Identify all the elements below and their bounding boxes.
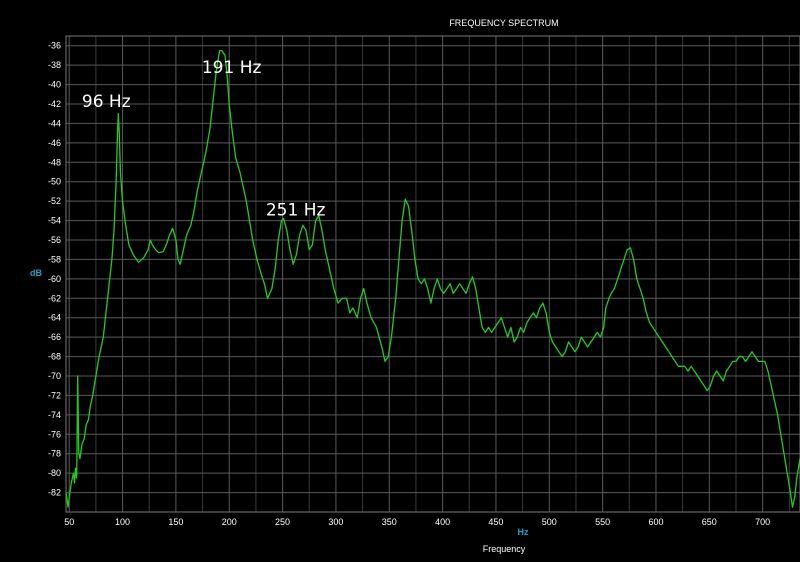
y-tick-label: -82 xyxy=(48,488,61,498)
x-tick-label: 150 xyxy=(168,517,183,527)
y-tick-label: -70 xyxy=(48,371,61,381)
peak-annotations: 96 Hz 191 Hz 251 Hz xyxy=(82,58,326,221)
x-tick-label: 450 xyxy=(488,517,503,527)
y-tick-label: -54 xyxy=(48,216,61,226)
x-axis-unit-label: Hz xyxy=(518,527,529,537)
y-tick-label: -78 xyxy=(48,449,61,459)
x-tick-label: 400 xyxy=(435,517,450,527)
peak-label: 191 Hz xyxy=(202,58,262,78)
y-tick-label: -36 xyxy=(48,41,61,51)
y-tick-label: -76 xyxy=(48,429,61,439)
y-tick-label: -40 xyxy=(48,80,61,90)
x-tick-labels: 50 100 150 200 250 300 350 400 450 500 550 600 650 70… xyxy=(64,517,770,527)
x-tick-label: 50 xyxy=(64,517,74,527)
x-tick-label: 500 xyxy=(542,517,557,527)
y-tick-label: -48 xyxy=(48,157,61,167)
y-tick-label: -44 xyxy=(48,118,61,128)
x-tick-label: 600 xyxy=(648,517,663,527)
y-tick-label: -50 xyxy=(48,177,61,187)
spectrum-series xyxy=(65,49,800,508)
x-tick-label: 650 xyxy=(702,517,717,527)
y-tick-label: -52 xyxy=(48,196,61,206)
x-tick-label: 350 xyxy=(382,517,397,527)
x-tick-label: 100 xyxy=(115,517,130,527)
y-tick-label: -58 xyxy=(48,254,61,264)
y-tick-label: -62 xyxy=(48,293,61,303)
peak-label: 96 Hz xyxy=(82,92,131,112)
x-tick-label: 300 xyxy=(328,517,343,527)
plot-frame xyxy=(65,35,800,513)
y-axis-label: dB xyxy=(30,268,42,278)
y-tick-label: -72 xyxy=(48,390,61,400)
y-tick-labels: -36 -38 -40 -42 -44 -46 -48 -50 -52 -54 -56 -58 -60 -… xyxy=(48,41,61,498)
x-tick-label: 550 xyxy=(595,517,610,527)
peak-label: 251 Hz xyxy=(266,201,326,221)
x-tick-label: 700 xyxy=(755,517,770,527)
x-tick-label: 250 xyxy=(275,517,290,527)
y-tick-label: -56 xyxy=(48,235,61,245)
y-tick-label: -60 xyxy=(48,274,61,284)
y-tick-label: -66 xyxy=(48,332,61,342)
y-tick-label: -46 xyxy=(48,138,61,148)
y-tick-label: -74 xyxy=(48,410,61,420)
x-tick-label: 200 xyxy=(222,517,237,527)
chart-grid xyxy=(65,35,800,513)
spectrum-line xyxy=(65,49,800,508)
y-tick-label: -42 xyxy=(48,99,61,109)
chart-title: FREQUENCY SPECTRUM xyxy=(449,18,558,28)
x-axis-label: Frequency xyxy=(483,544,526,554)
y-tick-label: -68 xyxy=(48,352,61,362)
y-tick-label: -64 xyxy=(48,313,61,323)
y-tick-label: -80 xyxy=(48,468,61,478)
y-tick-label: -38 xyxy=(48,60,61,70)
